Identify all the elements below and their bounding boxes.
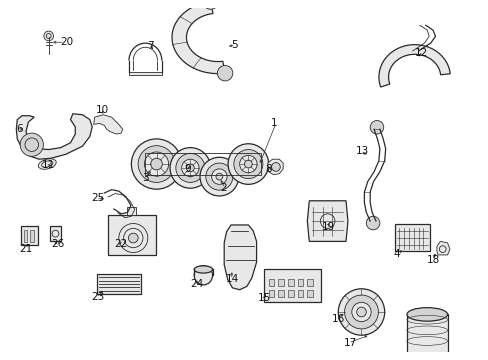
- Polygon shape: [378, 45, 449, 87]
- Circle shape: [131, 139, 181, 189]
- Circle shape: [217, 66, 232, 81]
- Text: 7: 7: [146, 41, 153, 51]
- Polygon shape: [264, 269, 320, 302]
- Circle shape: [244, 160, 252, 168]
- Polygon shape: [30, 230, 34, 242]
- Text: 13: 13: [355, 146, 368, 156]
- Circle shape: [239, 156, 257, 173]
- Ellipse shape: [406, 308, 447, 321]
- Circle shape: [128, 233, 138, 243]
- Polygon shape: [287, 290, 293, 297]
- Text: 3: 3: [142, 172, 148, 183]
- Polygon shape: [267, 159, 283, 175]
- Circle shape: [181, 159, 199, 177]
- Circle shape: [369, 121, 383, 134]
- Circle shape: [351, 302, 370, 321]
- Circle shape: [366, 216, 379, 230]
- Polygon shape: [172, 1, 224, 74]
- Circle shape: [211, 169, 226, 184]
- Polygon shape: [268, 290, 274, 297]
- Polygon shape: [436, 242, 449, 255]
- Circle shape: [271, 163, 280, 171]
- Ellipse shape: [194, 266, 212, 285]
- Text: 20: 20: [60, 37, 73, 47]
- Polygon shape: [297, 279, 303, 286]
- Text: 10: 10: [95, 105, 108, 115]
- Polygon shape: [94, 115, 122, 134]
- Polygon shape: [50, 226, 61, 242]
- Text: 19: 19: [321, 222, 334, 232]
- Polygon shape: [278, 290, 284, 297]
- Circle shape: [150, 158, 162, 170]
- Text: 14: 14: [225, 274, 239, 284]
- Text: 21: 21: [20, 244, 33, 254]
- Polygon shape: [297, 290, 303, 297]
- Ellipse shape: [38, 159, 56, 169]
- Circle shape: [144, 152, 168, 176]
- Circle shape: [216, 173, 223, 180]
- Text: 24: 24: [190, 279, 203, 289]
- Text: 23: 23: [91, 292, 104, 302]
- Ellipse shape: [194, 266, 212, 273]
- Text: 26: 26: [51, 239, 64, 249]
- Polygon shape: [307, 279, 312, 286]
- Polygon shape: [278, 279, 284, 286]
- Polygon shape: [97, 274, 140, 294]
- Text: 12: 12: [414, 48, 427, 58]
- Circle shape: [186, 164, 194, 172]
- Circle shape: [344, 295, 378, 329]
- Text: 15: 15: [258, 293, 271, 303]
- Text: 18: 18: [427, 255, 440, 265]
- Text: 6: 6: [16, 124, 23, 134]
- Text: 4: 4: [393, 249, 399, 259]
- Circle shape: [44, 31, 53, 41]
- Polygon shape: [287, 279, 293, 286]
- Text: 17: 17: [343, 338, 356, 348]
- Polygon shape: [307, 290, 312, 297]
- Text: 5: 5: [230, 40, 237, 50]
- Circle shape: [138, 146, 175, 183]
- Polygon shape: [108, 215, 155, 255]
- Text: 1: 1: [270, 118, 277, 129]
- Text: 11: 11: [41, 161, 55, 171]
- Circle shape: [176, 153, 204, 183]
- Text: 16: 16: [331, 314, 344, 324]
- Polygon shape: [406, 314, 447, 360]
- Polygon shape: [129, 72, 162, 75]
- Polygon shape: [126, 207, 136, 215]
- Text: 22: 22: [114, 239, 127, 249]
- Circle shape: [20, 133, 43, 156]
- Polygon shape: [21, 226, 38, 245]
- Ellipse shape: [406, 355, 447, 360]
- Text: 9: 9: [183, 164, 190, 174]
- Polygon shape: [23, 230, 27, 242]
- Circle shape: [200, 157, 238, 196]
- Circle shape: [203, 0, 218, 9]
- Circle shape: [227, 144, 268, 184]
- Circle shape: [205, 163, 232, 190]
- Text: 8: 8: [264, 164, 271, 174]
- Circle shape: [356, 307, 366, 317]
- Text: 25: 25: [91, 193, 104, 203]
- Polygon shape: [394, 225, 429, 251]
- Polygon shape: [16, 114, 92, 159]
- Text: 2: 2: [220, 183, 226, 193]
- Circle shape: [233, 149, 263, 179]
- Polygon shape: [307, 201, 347, 242]
- Polygon shape: [268, 279, 274, 286]
- Polygon shape: [224, 225, 256, 290]
- Circle shape: [170, 148, 210, 188]
- Circle shape: [338, 289, 384, 335]
